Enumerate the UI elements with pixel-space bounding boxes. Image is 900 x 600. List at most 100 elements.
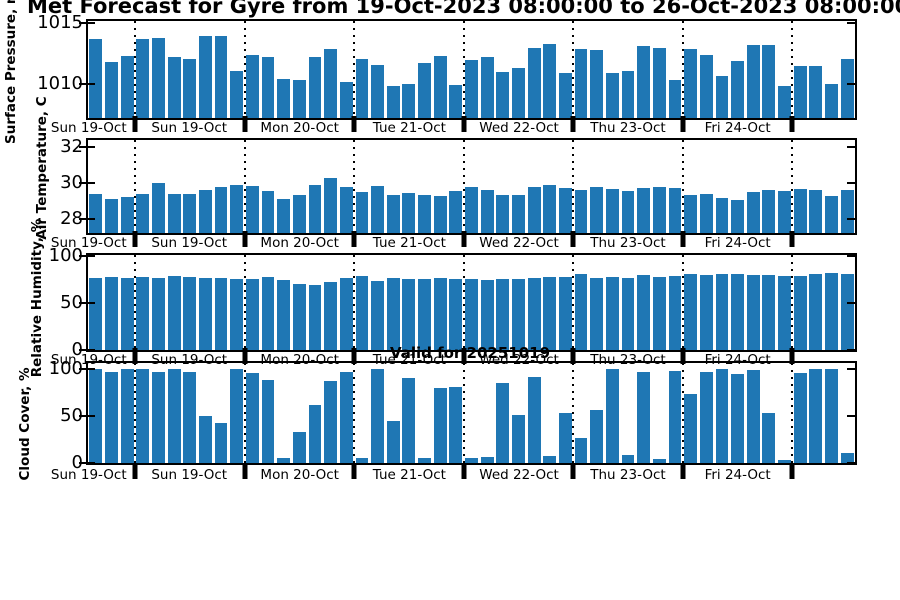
bar: [496, 279, 510, 350]
day-gridline: [243, 255, 246, 350]
bar: [105, 372, 118, 463]
bar: [715, 75, 729, 118]
bar: [386, 194, 400, 233]
x-tick-label: Mon 20-Oct: [260, 467, 339, 483]
day-tick: [242, 348, 248, 364]
bar: [793, 373, 807, 463]
bar: [527, 47, 541, 118]
bar: [449, 386, 463, 463]
day-gridline: [791, 255, 794, 350]
bar: [402, 84, 416, 118]
bar: [214, 35, 228, 118]
x-tick-label: Tue 21-Oct: [372, 120, 446, 136]
day-tick: [132, 348, 138, 364]
y-tick-label: 50: [60, 404, 83, 426]
day-tick: [680, 116, 686, 132]
y-tick-mark: [847, 349, 855, 351]
y-axis-label-humidity: Relative Humidity, %: [29, 218, 45, 378]
bar: [245, 54, 259, 118]
bar: [308, 404, 322, 463]
bar: [559, 413, 572, 463]
x-tick-label: Wed 22-Oct: [479, 120, 559, 136]
bar: [825, 272, 838, 350]
bar: [120, 56, 134, 118]
bar: [762, 45, 776, 118]
bar: [465, 279, 478, 350]
bar: [89, 39, 103, 118]
bar: [496, 71, 510, 118]
bar: [465, 458, 478, 463]
y-tick-label: 1015: [37, 12, 83, 34]
bar: [605, 189, 619, 233]
bar: [292, 194, 306, 233]
bar: [292, 80, 306, 118]
bar: [386, 277, 400, 350]
y-tick-mark: [79, 217, 95, 220]
x-tick-label: Fri 24-Oct: [704, 120, 771, 136]
x-tick-label: Sun 19-Oct: [50, 467, 127, 483]
bar: [214, 277, 228, 350]
bar: [355, 458, 369, 463]
bar: [339, 371, 353, 463]
bar: [778, 460, 791, 463]
bar: [668, 275, 682, 350]
day-gridline: [681, 255, 684, 350]
bar: [339, 186, 353, 233]
bar: [559, 73, 572, 118]
bar: [292, 284, 306, 350]
bar: [684, 273, 698, 350]
bar: [652, 276, 666, 350]
bar: [261, 276, 275, 350]
day-tick: [242, 231, 248, 247]
x-tick-row: Sun 19-Oct Sun 19-Oct Mon 20-Oct Tue 21-Oct…: [51, 231, 855, 251]
bar: [543, 44, 557, 118]
day-gridline: [462, 21, 465, 118]
y-tick-mark: [847, 217, 855, 220]
bar: [433, 388, 447, 463]
bar: [496, 382, 510, 463]
bar: [527, 377, 541, 463]
bar: [245, 185, 259, 233]
bar: [277, 79, 291, 118]
bar: [496, 195, 510, 233]
bar: [605, 73, 619, 118]
subplot-temperature: [79, 138, 857, 235]
bar: [684, 394, 698, 463]
day-gridline: [243, 363, 246, 463]
bar: [793, 275, 807, 350]
bar: [543, 456, 557, 463]
subplot-humidity: [79, 253, 857, 352]
bar: [120, 368, 134, 463]
bar: [308, 184, 322, 233]
bar: [778, 86, 791, 118]
y-tick-mark: [79, 349, 95, 351]
bar: [731, 374, 744, 463]
day-tick: [242, 463, 248, 479]
bar: [621, 190, 635, 233]
bar: [339, 81, 353, 118]
y-tick-mark: [79, 367, 95, 370]
day-gridline: [462, 363, 465, 463]
bar: [699, 274, 713, 350]
bar: [715, 273, 729, 350]
x-tick-label: Wed 22-Oct: [479, 352, 559, 368]
y-tick-label: 28: [60, 207, 83, 229]
bar: [433, 277, 447, 350]
bar: [105, 62, 118, 118]
bar: [152, 277, 165, 350]
y-tick-mark: [847, 301, 855, 304]
x-tick-label: Mon 20-Oct: [260, 120, 339, 136]
bar: [715, 368, 729, 463]
bar: [746, 369, 760, 463]
y-tick-mark: [79, 181, 95, 184]
x-tick-label: Tue 21-Oct: [372, 467, 446, 483]
bar: [198, 277, 212, 350]
chart-title: Met Forecast for Gyre from 19-Oct-2023 0…: [27, 0, 900, 18]
bar: [746, 191, 760, 233]
bar: [825, 368, 838, 463]
bar: [480, 457, 494, 463]
bar: [183, 372, 197, 463]
bar: [715, 198, 729, 233]
day-tick: [132, 116, 138, 132]
bar: [230, 368, 244, 463]
